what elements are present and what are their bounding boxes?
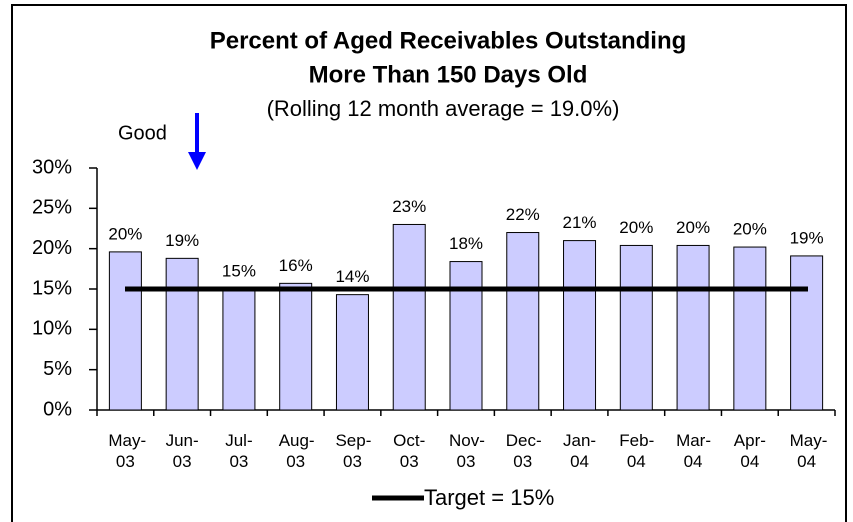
bar (222, 288, 256, 411)
value-label: 20% (108, 224, 142, 243)
x-tick-label: Feb-04 (619, 431, 655, 471)
value-label: 22% (506, 205, 540, 224)
value-label: 20% (619, 218, 653, 237)
legend-label: Target = 15% (424, 485, 554, 510)
bar (165, 257, 199, 411)
y-tick-label: 30% (32, 156, 72, 178)
chart-title: Percent of Aged Receivables Outstanding (210, 27, 687, 54)
x-tick-label: May-04 (789, 431, 828, 471)
value-label: 19% (790, 228, 824, 247)
value-label: 19% (165, 231, 199, 250)
chart-title: More Than 150 Days Old (309, 61, 588, 88)
x-tick-label: Sep-03 (335, 431, 372, 471)
value-label: 16% (279, 256, 313, 275)
y-tick-label: 20% (32, 237, 72, 259)
x-tick-label: Mar-04 (676, 431, 712, 471)
x-tick-label: Oct-03 (393, 431, 426, 471)
bar (790, 255, 824, 411)
bar (108, 251, 142, 411)
y-tick-label: 10% (32, 318, 72, 340)
y-tick-label: 5% (43, 358, 72, 380)
value-label: 20% (676, 218, 710, 237)
x-tick-label: May-03 (108, 431, 147, 471)
bar (563, 240, 597, 411)
x-tick-label: Apr-04 (733, 431, 766, 471)
bar (506, 232, 540, 411)
x-tick-label: Aug-03 (278, 431, 315, 471)
annotation: Good (118, 122, 167, 144)
x-tick-label: Jul-03 (225, 431, 253, 471)
y-tick-label: 25% (32, 197, 72, 219)
value-label: 23% (392, 197, 426, 216)
bar (733, 246, 767, 411)
value-label: 20% (733, 220, 767, 239)
chart-subtitle: (Rolling 12 month average = 19.0%) (267, 96, 620, 121)
bar (279, 282, 313, 411)
bar (449, 261, 483, 411)
bar (335, 294, 369, 411)
bar (392, 223, 426, 411)
value-label: 14% (335, 267, 369, 286)
x-tick-label: Jan-04 (562, 431, 597, 471)
y-tick-label: 0% (43, 398, 72, 420)
value-label: 21% (563, 213, 597, 232)
x-tick-label: Dec-03 (505, 431, 542, 471)
arrow-head (188, 152, 206, 170)
x-tick-label: Jun-03 (165, 431, 199, 471)
value-label: 18% (449, 234, 483, 253)
value-label: 15% (222, 261, 256, 280)
bar (619, 244, 653, 411)
x-tick-label: Nov-03 (449, 431, 485, 471)
y-tick-label: 15% (32, 277, 72, 299)
bar (676, 244, 710, 411)
